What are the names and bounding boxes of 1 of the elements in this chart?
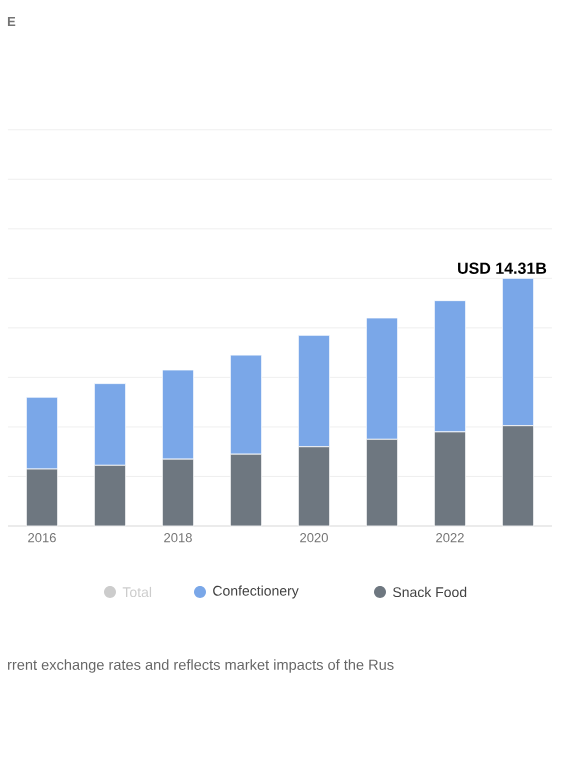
total-label: USD 14.31B: [458, 262, 547, 274]
